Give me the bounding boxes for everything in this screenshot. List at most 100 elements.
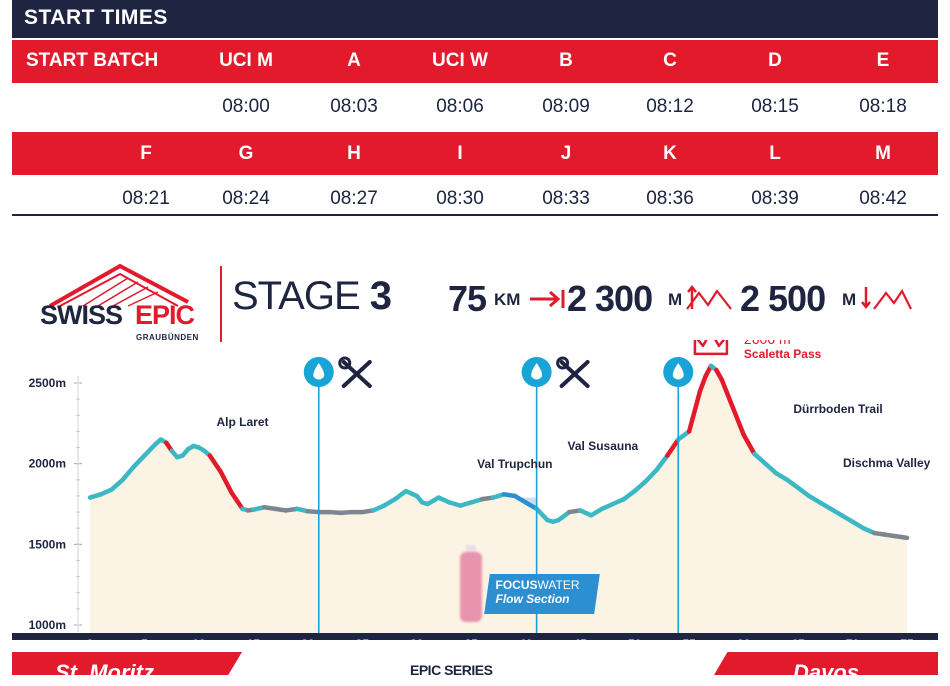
- time-cell: 08:24: [222, 188, 270, 209]
- batch-cell: L: [769, 143, 781, 164]
- time-cell: 08:36: [646, 188, 694, 209]
- time-cell: 08:09: [542, 96, 590, 117]
- flow-section-badge: FOCUSWATER Flow Section: [484, 574, 600, 614]
- profile-segment: [752, 451, 768, 466]
- ascent-mountains-icon: [686, 285, 732, 310]
- time-cell: 08:42: [859, 188, 907, 209]
- descent-unit: M: [842, 290, 857, 309]
- water-bottle-icon: [458, 545, 484, 623]
- route-annotation-label: Val Trupchun: [477, 457, 552, 471]
- x-axis-labels: 0 5 10 15 20 25 30 35 40 45 50 55 60 65 70 75: [87, 637, 914, 640]
- profile-segment: [893, 534, 910, 541]
- batch-cell: J: [560, 143, 572, 164]
- profile-segment: [795, 485, 812, 499]
- batch-cell: E: [876, 50, 890, 71]
- profile-segment: [675, 429, 692, 442]
- profile-segment: [719, 377, 735, 410]
- descent-value: 2 500: [740, 278, 826, 319]
- batch-cell: G: [238, 143, 254, 164]
- table-bottom-rule: [12, 214, 938, 216]
- y-tick-label: 2000m: [29, 457, 66, 471]
- start-batch-label: START BATCH: [26, 50, 159, 71]
- swiss-epic-logo: SWISS EPIC GRAUBÜNDEN: [38, 262, 213, 344]
- time-cell: 08:06: [436, 96, 484, 117]
- finish-banner: [714, 652, 938, 675]
- time-cell: 08:39: [751, 188, 799, 209]
- water-drop-glyph: [313, 363, 325, 380]
- x-tick-label: 50: [628, 637, 642, 640]
- summit-elevation-label: 2606 m: [744, 340, 791, 347]
- time-cell: 08:21: [122, 188, 170, 209]
- x-tick-label: 25: [356, 637, 370, 640]
- route-annotations: Alp Laret Val Trupchun Val Susauna Dürrbode…: [216, 340, 931, 471]
- batch-cell: D: [768, 50, 782, 71]
- profile-segment: [730, 404, 746, 437]
- batch-row-2: F G H I J K L M: [12, 132, 938, 175]
- finish-location: Davos: [793, 660, 860, 685]
- wrench-head: [556, 356, 570, 370]
- x-tick-label: 45: [574, 637, 588, 640]
- start-times-header: START TIMES: [12, 0, 938, 38]
- start-banner: [12, 652, 242, 675]
- stage-number: 3: [369, 274, 392, 318]
- x-tick-label: 60: [737, 637, 751, 640]
- profile-segment: [741, 432, 757, 457]
- time-cell: 08:00: [222, 96, 270, 117]
- profile-area: [90, 365, 907, 635]
- profile-segment: [142, 442, 158, 458]
- x-axis-band: [12, 633, 938, 640]
- batch-cell: M: [875, 143, 891, 164]
- batch-cell: UCI W: [432, 50, 488, 71]
- wrench-head: [338, 356, 352, 370]
- batch-cell: K: [663, 143, 677, 164]
- time-cell: 08:33: [542, 188, 590, 209]
- time-cell: 08:03: [330, 96, 378, 117]
- route-annotation-label: Alp Laret: [216, 415, 268, 429]
- water-drop-glyph: [531, 363, 543, 380]
- x-tick-label: 55: [682, 637, 696, 640]
- summit-name-label: Scaletta Pass: [744, 347, 822, 361]
- tools-icon: [556, 356, 590, 388]
- batch-row-1: START BATCH UCI M A UCI W B C D E: [12, 40, 938, 83]
- stage-divider: [220, 266, 222, 342]
- crown-icon: [693, 340, 729, 356]
- profile-segment: [218, 469, 234, 495]
- tools-icon: [338, 356, 372, 388]
- route-annotation-label: Dischma Valley: [843, 456, 931, 470]
- epic-series-logo: EPIC SERIES: [410, 662, 493, 678]
- y-tick-label: 1500m: [29, 537, 66, 551]
- profile-segment: [697, 374, 708, 394]
- stage-word: STAGE: [232, 274, 361, 318]
- distance-value: 75: [448, 278, 487, 319]
- ascent-value: 2 300: [567, 278, 653, 319]
- distance-unit: KM: [494, 290, 521, 309]
- route-annotation-label: Dürrboden Trail: [793, 402, 882, 416]
- x-tick-label: 70: [846, 637, 860, 640]
- logo-subtext: GRAUBÜNDEN: [136, 333, 199, 342]
- feed-zones: [303, 356, 694, 633]
- start-location: St. Moritz: [55, 660, 154, 685]
- mountain-roof-icon: [49, 263, 189, 308]
- batch-cell: I: [457, 143, 463, 164]
- screwdriver-handle: [341, 360, 372, 388]
- y-tick-label: 1000m: [29, 618, 66, 632]
- profile-segment: [207, 453, 223, 474]
- screwdriver-handle: [559, 360, 590, 388]
- profile-segment: [109, 477, 125, 492]
- batch-cell: H: [347, 143, 361, 164]
- y-tick-label: 2500m: [29, 376, 66, 390]
- profile-segment: [131, 453, 147, 470]
- start-times-title: START TIMES: [24, 6, 168, 29]
- profile-segment: [686, 388, 703, 434]
- time-cell: 08:18: [859, 96, 907, 117]
- profile-segment: [665, 437, 681, 458]
- profile-line: [87, 363, 910, 541]
- x-tick-label: 30: [410, 637, 424, 640]
- profile-segment: [392, 488, 409, 502]
- batch-cell: B: [559, 50, 573, 71]
- time-cell: 08:15: [751, 96, 799, 117]
- chart-grid: [74, 376, 82, 632]
- batch-cell: UCI M: [219, 50, 273, 71]
- x-tick-label: 20: [301, 637, 315, 640]
- profile-segment: [784, 477, 801, 491]
